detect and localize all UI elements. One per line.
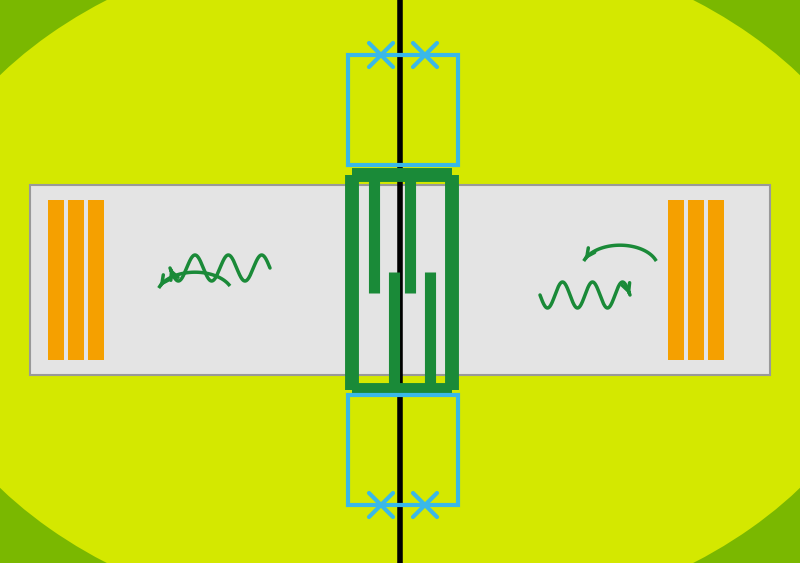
Ellipse shape xyxy=(205,144,595,419)
Bar xyxy=(348,395,458,505)
Ellipse shape xyxy=(119,84,681,479)
Bar xyxy=(708,200,724,360)
Bar xyxy=(48,200,64,360)
Ellipse shape xyxy=(98,69,702,494)
Ellipse shape xyxy=(141,99,659,464)
Ellipse shape xyxy=(183,129,617,434)
Ellipse shape xyxy=(33,23,767,540)
Ellipse shape xyxy=(86,61,714,502)
Bar xyxy=(68,200,84,360)
Bar xyxy=(348,55,458,165)
Ellipse shape xyxy=(108,76,692,487)
Ellipse shape xyxy=(54,38,746,525)
Ellipse shape xyxy=(162,114,638,449)
Ellipse shape xyxy=(194,137,606,426)
Ellipse shape xyxy=(226,159,574,404)
Ellipse shape xyxy=(76,53,724,510)
Bar xyxy=(668,200,684,360)
Ellipse shape xyxy=(44,31,756,532)
Ellipse shape xyxy=(173,122,627,441)
Bar xyxy=(88,200,104,360)
Bar xyxy=(30,185,770,375)
Ellipse shape xyxy=(151,106,649,457)
Ellipse shape xyxy=(22,16,778,547)
Ellipse shape xyxy=(130,91,670,472)
Ellipse shape xyxy=(216,152,584,411)
Bar xyxy=(688,200,704,360)
Ellipse shape xyxy=(65,46,734,517)
Ellipse shape xyxy=(11,8,789,555)
